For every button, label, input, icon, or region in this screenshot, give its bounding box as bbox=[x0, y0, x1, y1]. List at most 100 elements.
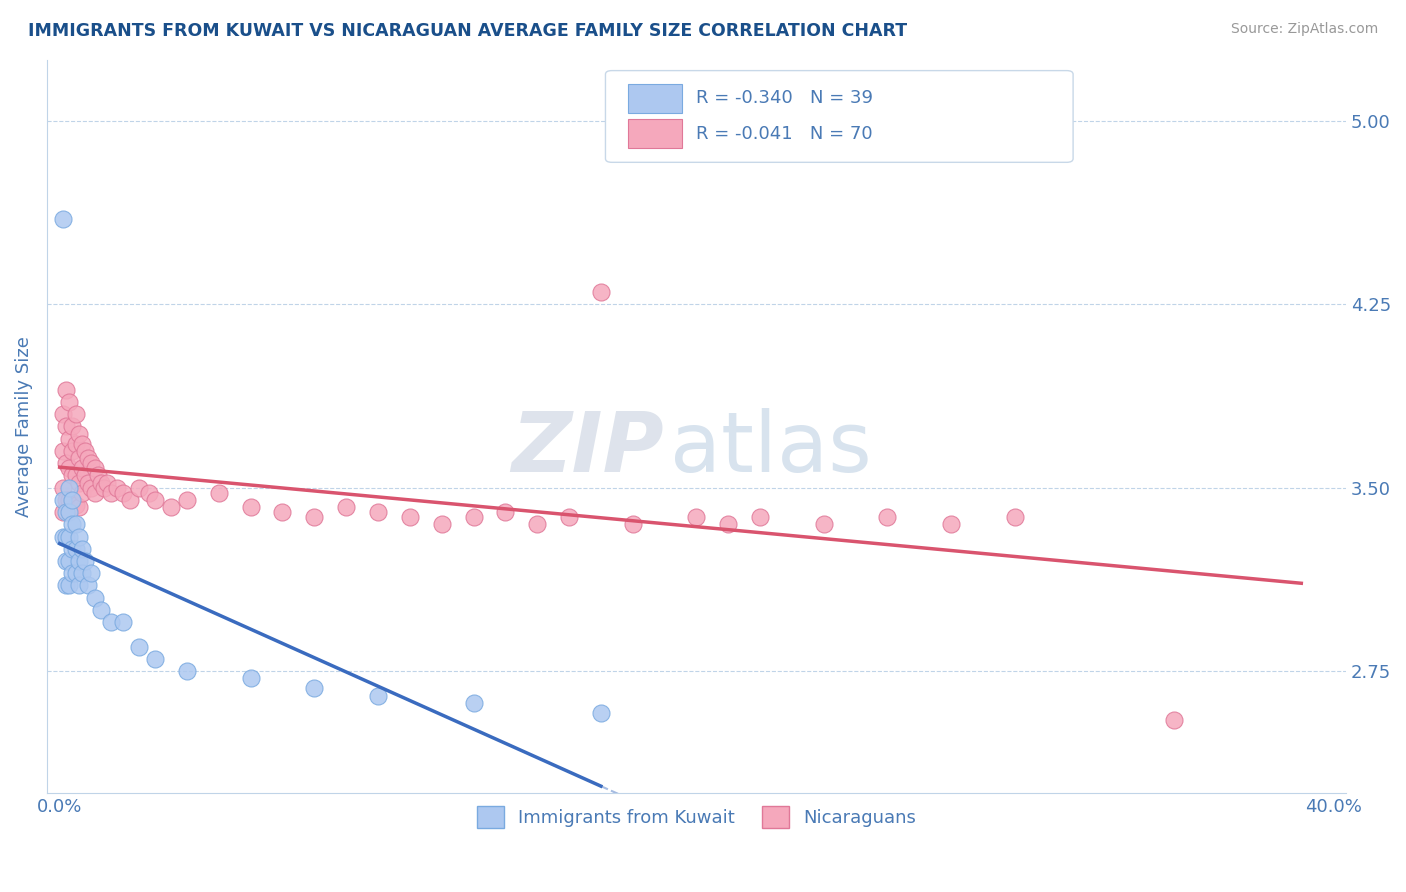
Point bbox=[143, 492, 166, 507]
Point bbox=[160, 500, 183, 515]
Point bbox=[55, 383, 77, 397]
Point bbox=[60, 566, 83, 581]
Point bbox=[1163, 713, 1185, 727]
Point bbox=[67, 451, 90, 466]
Point bbox=[65, 541, 87, 556]
Text: R = -0.340   N = 39: R = -0.340 N = 39 bbox=[696, 89, 873, 108]
Point bbox=[367, 505, 389, 519]
Point bbox=[589, 285, 612, 299]
Point bbox=[70, 436, 93, 450]
Point bbox=[65, 498, 87, 512]
Point bbox=[52, 444, 75, 458]
Point bbox=[67, 578, 90, 592]
Point bbox=[621, 517, 644, 532]
Point bbox=[96, 475, 118, 490]
Point bbox=[58, 461, 80, 475]
Point bbox=[876, 510, 898, 524]
Point bbox=[526, 517, 548, 532]
Point bbox=[138, 485, 160, 500]
Point bbox=[60, 468, 83, 483]
Point bbox=[335, 500, 357, 515]
FancyBboxPatch shape bbox=[627, 84, 682, 113]
Point bbox=[80, 566, 103, 581]
Point bbox=[93, 481, 115, 495]
Point bbox=[65, 468, 87, 483]
Point bbox=[589, 706, 612, 720]
Point bbox=[939, 517, 962, 532]
Point bbox=[67, 529, 90, 543]
Point bbox=[70, 485, 93, 500]
Point bbox=[60, 492, 83, 507]
Point bbox=[52, 211, 75, 226]
Point bbox=[176, 492, 198, 507]
Point bbox=[52, 505, 75, 519]
Point bbox=[58, 481, 80, 495]
Point bbox=[75, 444, 97, 458]
Point bbox=[304, 510, 326, 524]
Point bbox=[128, 640, 150, 654]
Text: R = -0.041   N = 70: R = -0.041 N = 70 bbox=[696, 125, 873, 143]
Point bbox=[60, 419, 83, 434]
Point bbox=[813, 517, 835, 532]
Point bbox=[58, 578, 80, 592]
Point bbox=[70, 566, 93, 581]
Point bbox=[463, 510, 485, 524]
Point bbox=[70, 461, 93, 475]
Point bbox=[55, 554, 77, 568]
Point bbox=[558, 510, 581, 524]
Point bbox=[55, 492, 77, 507]
Point bbox=[87, 468, 110, 483]
Point bbox=[77, 451, 100, 466]
FancyBboxPatch shape bbox=[627, 119, 682, 148]
Point bbox=[398, 510, 420, 524]
Point bbox=[52, 407, 75, 421]
Point bbox=[105, 481, 128, 495]
Point bbox=[77, 578, 100, 592]
Point bbox=[52, 529, 75, 543]
Point bbox=[304, 681, 326, 696]
Point bbox=[1004, 510, 1026, 524]
Point bbox=[494, 505, 516, 519]
Point bbox=[128, 481, 150, 495]
Point bbox=[65, 436, 87, 450]
Text: atlas: atlas bbox=[671, 408, 872, 489]
Point bbox=[80, 456, 103, 470]
Point bbox=[58, 395, 80, 409]
Point bbox=[83, 591, 105, 605]
Point bbox=[58, 554, 80, 568]
Point bbox=[749, 510, 772, 524]
Text: ZIP: ZIP bbox=[512, 408, 664, 489]
Point bbox=[208, 485, 231, 500]
Point bbox=[118, 492, 141, 507]
Point bbox=[143, 652, 166, 666]
Point bbox=[430, 517, 453, 532]
Point bbox=[67, 426, 90, 441]
Point bbox=[83, 485, 105, 500]
Point bbox=[100, 485, 122, 500]
Point bbox=[58, 505, 80, 519]
Point bbox=[60, 444, 83, 458]
Point bbox=[55, 456, 77, 470]
FancyBboxPatch shape bbox=[606, 70, 1073, 162]
Point bbox=[100, 615, 122, 629]
Point bbox=[60, 492, 83, 507]
Legend: Immigrants from Kuwait, Nicaraguans: Immigrants from Kuwait, Nicaraguans bbox=[470, 799, 924, 836]
Point bbox=[60, 517, 83, 532]
Point bbox=[58, 529, 80, 543]
Point bbox=[367, 689, 389, 703]
Point bbox=[75, 554, 97, 568]
Point bbox=[112, 485, 135, 500]
Point bbox=[685, 510, 707, 524]
Y-axis label: Average Family Size: Average Family Size bbox=[15, 336, 32, 516]
Point bbox=[65, 517, 87, 532]
Point bbox=[90, 603, 112, 617]
Point bbox=[67, 475, 90, 490]
Text: IMMIGRANTS FROM KUWAIT VS NICARAGUAN AVERAGE FAMILY SIZE CORRELATION CHART: IMMIGRANTS FROM KUWAIT VS NICARAGUAN AVE… bbox=[28, 22, 907, 40]
Point bbox=[67, 500, 90, 515]
Point bbox=[80, 481, 103, 495]
Point bbox=[55, 419, 77, 434]
Point bbox=[75, 468, 97, 483]
Point bbox=[55, 529, 77, 543]
Point bbox=[65, 566, 87, 581]
Point bbox=[60, 541, 83, 556]
